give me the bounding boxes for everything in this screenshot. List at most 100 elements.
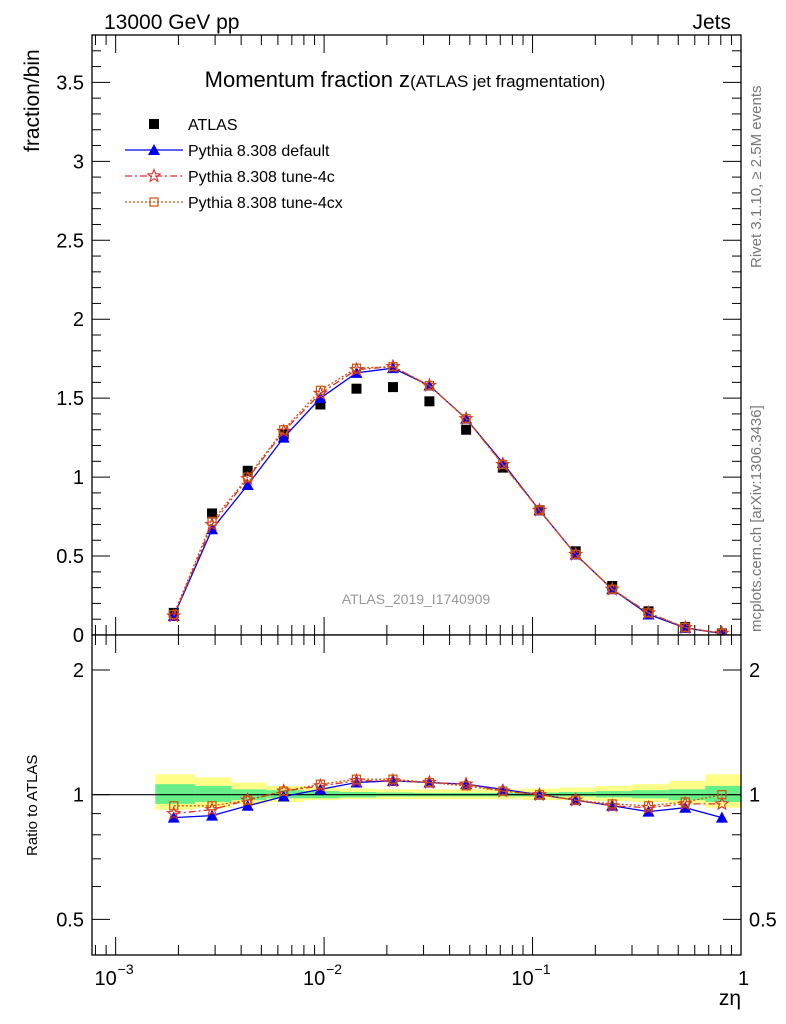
legend-marker-pythia-8-308-default [148, 144, 160, 155]
legend-label-pythia-8-308-default: Pythia 8.308 default [188, 143, 330, 160]
point-atlas [387, 382, 398, 393]
point-pythia-8-308-tune-4c [458, 410, 474, 426]
main-plot-frame [92, 35, 741, 635]
ratio-ylabel: Ratio to ATLAS [24, 755, 41, 856]
point-pythia-8-308-tune-4cx [643, 608, 654, 618]
ratio-point-pythia-8-308-tune-4c [568, 792, 584, 807]
ratio-point-pythia-8-308-tune-4cx [643, 801, 654, 811]
point-pythia-8-308-tune-4cx [243, 472, 253, 482]
series-line-pythia-8-308-tune-4c [173, 365, 723, 635]
ratio-ytick-label-right: 0.5 [749, 909, 777, 931]
point-pythia-8-308-tune-4cx [571, 549, 581, 560]
ratio-point-pythia-8-308-tune-4cx [498, 786, 508, 796]
ratio-point-pythia-8-308-tune-4cx [169, 801, 179, 811]
point-atlas [351, 383, 362, 394]
point-pythia-8-308-tune-4c [677, 619, 693, 635]
main-ytick-label: 0 [73, 625, 84, 647]
ratio-series-layer [166, 772, 730, 823]
ratio-line-pythia-8-308-default [173, 780, 723, 819]
main-ytick-label: 0.5 [56, 546, 84, 568]
point-atlas [424, 396, 435, 407]
ratio-point-pythia-8-308-tune-4c [421, 774, 438, 790]
ratio-point-pythia-8-308-default [206, 809, 219, 821]
ratio-xtick-label: 10 [303, 968, 325, 990]
ratio-ytick-label: 0.5 [56, 909, 84, 931]
legend: ATLAS Pythia 8.308 default Pythia 8.308 tu… [125, 117, 343, 212]
ratio-point-pythia-8-308-tune-4c [458, 776, 474, 791]
ratio-xtick-exponent: −2 [326, 961, 342, 977]
main-ytick-label: 1 [73, 467, 84, 489]
ratio-point-pythia-8-308-tune-4cx [207, 801, 217, 811]
main-ytick-label: 2.5 [56, 230, 84, 252]
ratio-point-pythia-8-308-tune-4c [166, 805, 182, 821]
ratio-point-pythia-8-308-tune-4c [531, 786, 548, 802]
point-pythia-8-308-tune-4cx [607, 584, 617, 594]
point-pythia-8-308-tune-4cx [351, 363, 362, 373]
ratio-point-pythia-8-308-tune-4cx [607, 799, 617, 809]
point-pythia-8-308-tune-4cx [534, 505, 545, 515]
mcplots-label: mcplots.cern.ch [arXiv:1306.3436] [748, 405, 765, 632]
point-pythia-8-308-tune-4cx [498, 459, 508, 470]
main-ytick-label: 3 [73, 151, 84, 173]
ratio-point-pythia-8-308-tune-4c [640, 799, 657, 815]
ratio-point-pythia-8-308-default [277, 790, 290, 802]
ratio-point-pythia-8-308-tune-4cx [534, 790, 545, 800]
ratio-point-pythia-8-308-tune-4cx [461, 781, 471, 791]
point-pythia-8-308-tune-4cx [279, 425, 289, 435]
ratio-point-pythia-8-308-tune-4cx [315, 779, 326, 789]
legend-marker-pythia-8-308-tune-4c [146, 167, 162, 183]
point-pythia-8-308-default [277, 431, 290, 443]
point-atlas [461, 424, 472, 435]
point-pythia-8-308-default [241, 479, 254, 490]
ratio-xtick-exponent: −1 [535, 961, 551, 977]
ratio-point-pythia-8-308-tune-4cx [279, 786, 289, 796]
ratio-xtick-label: 10 [95, 968, 117, 990]
main-plot: 0 0.5 1 1.5 2 2.5 3 3.5 Momentum fraction z(ATL… [21, 34, 742, 647]
main-title: Momentum fraction z(ATLAS jet fragmentat… [205, 67, 606, 92]
ratio-xtick-label: 1 [738, 968, 749, 990]
point-pythia-8-308-tune-4c [312, 385, 329, 400]
ratio-point-pythia-8-308-tune-4c [240, 792, 256, 807]
point-pythia-8-308-tune-4c [495, 456, 511, 471]
ratio-point-pythia-8-308-tune-4c [204, 801, 220, 817]
legend-label-atlas: ATLAS [188, 117, 238, 134]
legend-label-pythia-8-308-tune-4cx: Pythia 8.308 tune-4cx [188, 195, 343, 212]
point-pythia-8-308-tune-4c [531, 502, 548, 517]
ratio-ytick-label: 1 [73, 785, 84, 807]
main-axis-ticks: 0 0.5 1 1.5 2 2.5 3 3.5 [56, 34, 742, 647]
ratio-ytick-label: 2 [73, 660, 84, 682]
ratio-point-pythia-8-308-default [167, 811, 180, 823]
main-ytick-label: 3.5 [56, 72, 84, 94]
ratio-axis-ticks: 0.5 0.51 12 210 −3 10 −2 10 −1 1 [56, 635, 777, 990]
ratio-band-inner [705, 785, 741, 803]
point-pythia-8-308-tune-4c [568, 546, 584, 561]
point-atlas [315, 399, 326, 410]
point-pythia-8-308-default [314, 392, 327, 404]
point-pythia-8-308-tune-4c [604, 581, 620, 596]
rivet-label: Rivet 3.1.10, ≥ 2.5M events [748, 86, 765, 269]
ratio-plot-border [91, 634, 742, 956]
point-pythia-8-308-tune-4cx [680, 622, 690, 633]
header-right: Jets [692, 11, 731, 34]
legend-label-pythia-8-308-tune-4c: Pythia 8.308 tune-4c [188, 169, 335, 186]
ratio-point-pythia-8-308-tune-4cx [571, 795, 581, 805]
point-pythia-8-308-tune-4cx [207, 516, 217, 526]
ratio-point-pythia-8-308-tune-4c [677, 795, 693, 811]
ratio-xtick-exponent: −3 [118, 961, 134, 977]
ratio-point-pythia-8-308-tune-4cx [388, 774, 398, 784]
ratio-ytick-label-right: 1 [749, 785, 760, 807]
ratio-point-pythia-8-308-tune-4c [276, 783, 292, 798]
header-left: 13000 GeV pp [104, 11, 239, 34]
ratio-point-pythia-8-308-tune-4cx [351, 774, 362, 784]
ratio-point-pythia-8-308-tune-4cx [424, 777, 435, 788]
ratio-point-pythia-8-308-tune-4c [714, 795, 730, 811]
ratio-line-pythia-8-308-tune-4cx [173, 778, 723, 807]
point-pythia-8-308-tune-4c [640, 604, 657, 620]
point-pythia-8-308-tune-4c [204, 516, 220, 531]
point-pythia-8-308-tune-4cx [169, 609, 179, 620]
point-pythia-8-308-tune-4cx [424, 380, 435, 391]
ratio-point-pythia-8-308-default [241, 799, 254, 811]
ratio-point-pythia-8-308-tune-4c [495, 783, 511, 798]
ratio-point-pythia-8-308-tune-4cx [717, 790, 727, 800]
